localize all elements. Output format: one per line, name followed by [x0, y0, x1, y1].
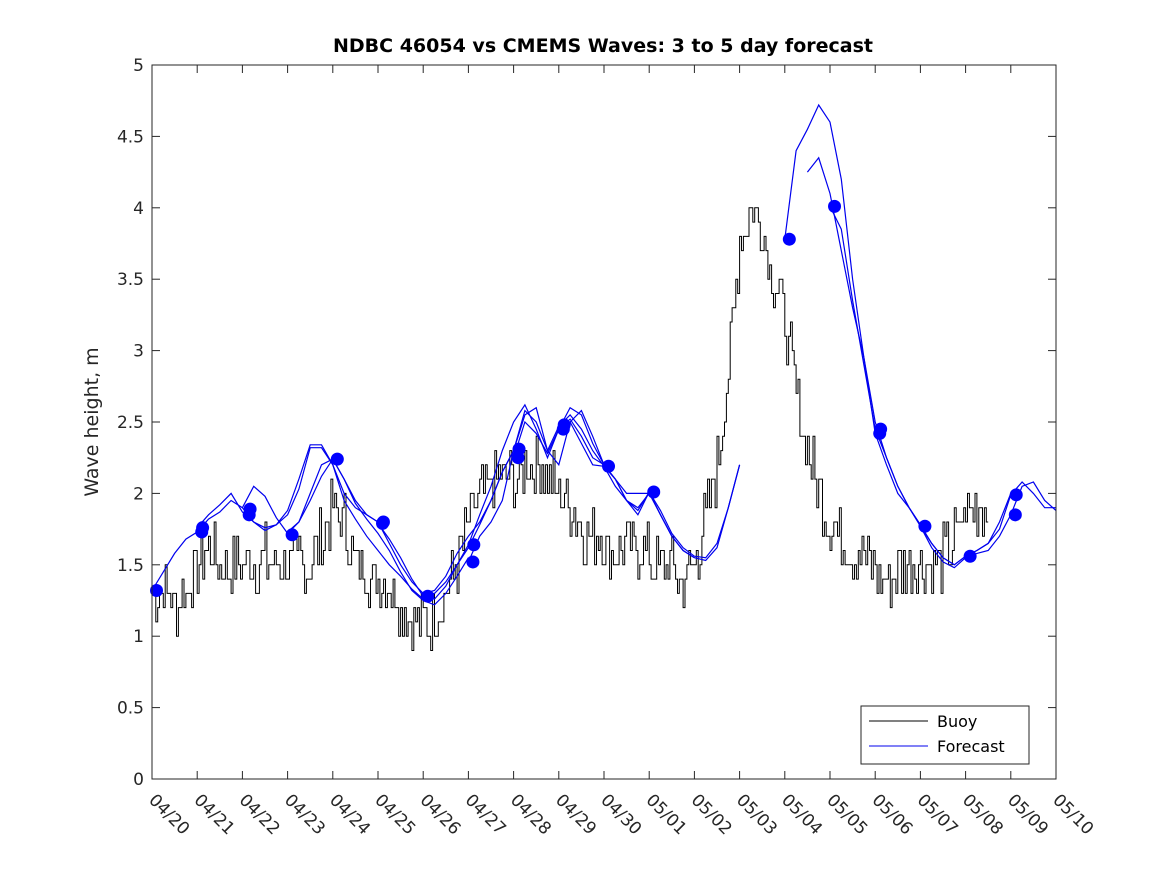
legend-forecast-label: Forecast	[937, 737, 1005, 756]
x-tick-label: 05/04	[777, 790, 826, 839]
y-tick-label: 2.5	[117, 413, 144, 433]
x-tick-label: 05/08	[958, 790, 1007, 839]
forecast-marker	[557, 418, 571, 432]
x-tick-label: 05/05	[822, 790, 871, 839]
forecast-marker	[512, 442, 526, 456]
forecast-run-line	[829, 206, 1056, 566]
y-tick-label: 3.5	[117, 270, 144, 290]
forecast-marker	[602, 459, 616, 473]
x-tick-label: 04/27	[461, 790, 510, 839]
x-tick-label: 05/06	[868, 790, 917, 839]
forecast-run-line	[241, 458, 469, 606]
y-tick-label: 2	[133, 484, 144, 504]
forecast-marker	[196, 521, 210, 535]
buoy-line	[152, 207, 989, 651]
plot-background	[152, 65, 1056, 779]
forecast-marker	[963, 549, 977, 563]
forecast-marker	[918, 519, 932, 533]
y-tick-label: 1.5	[117, 556, 144, 576]
x-tick-label: 04/24	[325, 790, 374, 839]
forecast-run-line	[806, 156, 921, 526]
x-tick-label: 04/23	[280, 790, 329, 839]
y-tick-label: 0	[133, 770, 144, 790]
forecast-marker	[1008, 508, 1022, 522]
x-tick-label: 05/07	[913, 790, 962, 839]
forecast-marker	[243, 502, 257, 516]
x-tick-label: 05/10	[1048, 790, 1097, 839]
legend: Buoy Forecast	[860, 705, 1030, 765]
forecast-run-line	[377, 406, 605, 600]
y-tick-label: 4	[133, 199, 144, 219]
x-tick-label: 04/20	[144, 790, 193, 839]
x-tick-label: 04/30	[596, 790, 645, 839]
legend-box	[860, 705, 1030, 765]
x-tick-label: 04/28	[506, 790, 555, 839]
forecast-marker	[285, 528, 299, 542]
forecast-run-line	[919, 481, 1057, 569]
x-tick-label: 04/25	[370, 790, 419, 839]
forecast-marker	[1009, 488, 1023, 502]
x-tick-label: 05/01	[642, 790, 691, 839]
forecast-marker	[466, 555, 480, 569]
forecast-marker	[150, 584, 164, 598]
forecast-markers	[150, 199, 1023, 603]
x-tick-label: 05/02	[687, 790, 736, 839]
forecast-marker	[828, 199, 842, 213]
x-tick-label: 04/29	[551, 790, 600, 839]
y-tick-label: 3	[133, 342, 144, 362]
y-tick-label: 1	[133, 627, 144, 647]
forecast-marker	[330, 452, 344, 466]
buoy-series	[152, 207, 989, 651]
x-tick-label: 05/09	[1003, 790, 1052, 839]
forecast-marker	[376, 515, 390, 529]
legend-buoy-label: Buoy	[937, 712, 977, 731]
forecast-marker	[874, 422, 888, 436]
chart-title: NDBC 46054 vs CMEMS Waves: 3 to 5 day fo…	[333, 35, 873, 57]
forecast-series	[151, 103, 1057, 606]
x-tick-label: 04/21	[190, 790, 239, 839]
y-tick-label: 4.5	[117, 127, 144, 147]
forecast-marker	[467, 538, 481, 552]
x-tick-label: 04/26	[416, 790, 465, 839]
forecast-marker	[782, 232, 796, 246]
forecast-marker	[647, 485, 661, 499]
x-tick-label: 04/22	[235, 790, 284, 839]
y-axis-label: Wave height, m	[81, 347, 103, 496]
y-tick-label: 0.5	[117, 699, 144, 719]
forecast-run-line	[151, 447, 379, 591]
plot-area	[150, 64, 1057, 780]
y-tick-label: 5	[133, 56, 144, 76]
x-tick-label: 05/03	[732, 790, 781, 839]
y-axis: 0 0.5 1 1.5 2 2.5 3 3.5 4 4.5 5	[117, 56, 1056, 790]
forecast-run-line	[287, 450, 515, 595]
forecast-run-line	[196, 444, 424, 600]
forecast-marker	[421, 589, 435, 603]
